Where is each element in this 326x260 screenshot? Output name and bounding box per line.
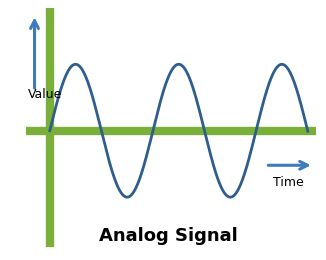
Text: Value: Value [28, 88, 62, 101]
Text: Time: Time [273, 176, 304, 189]
Text: Analog Signal: Analog Signal [99, 227, 238, 245]
